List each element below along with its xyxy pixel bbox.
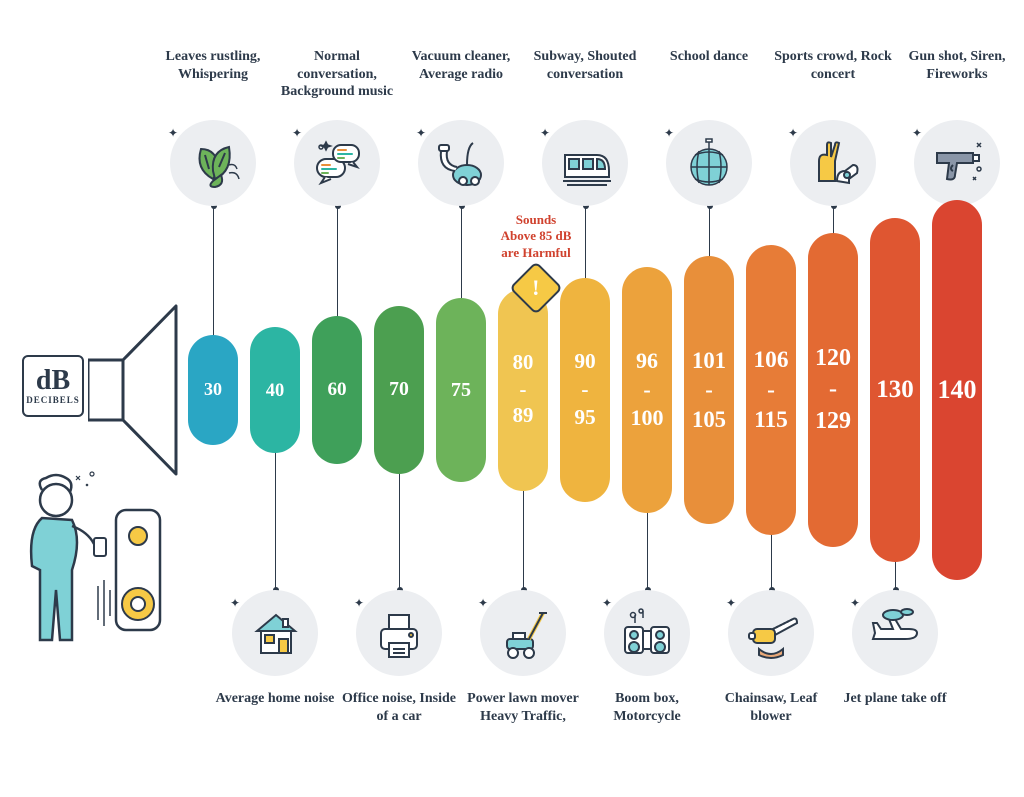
decibel-infographic: dB DECIBELS 30 Leaves rustling, Whisperin… xyxy=(0,0,1024,797)
db-value: 80-89 xyxy=(513,350,534,431)
warning-diamond-icon: ! xyxy=(509,261,563,315)
sparkle-icon: ✦ xyxy=(230,596,240,611)
db-value: 130 xyxy=(876,374,913,406)
train-icon xyxy=(542,120,628,206)
db-small-text: DECIBELS xyxy=(26,395,80,405)
db-value: 75 xyxy=(451,377,471,403)
boombox-icon xyxy=(604,590,690,676)
db-pill-3: 70 xyxy=(374,306,424,474)
sparkle-icon: ✦ xyxy=(602,596,612,611)
connector xyxy=(461,206,462,306)
connector xyxy=(647,505,648,590)
source-label: Chainsaw, Leaf blower xyxy=(711,690,831,725)
source-label: Jet plane take off xyxy=(835,690,955,708)
db-pill-10: 120-129 xyxy=(808,233,858,547)
sparkle-icon: ✦ xyxy=(292,126,302,141)
sparkle-icon: ✦ xyxy=(540,126,550,141)
warning-line2: Above 85 dB xyxy=(476,228,596,244)
connector xyxy=(213,206,214,343)
printer-icon xyxy=(356,590,442,676)
sparkle-icon: ✦ xyxy=(788,126,798,141)
db-pill-6: 90-95 xyxy=(560,278,610,502)
plane-icon xyxy=(852,590,938,676)
source-label: Vacuum cleaner, Average radio xyxy=(397,48,525,83)
gun-icon xyxy=(914,120,1000,206)
db-value: 140 xyxy=(938,373,977,407)
db-pill-7: 96-100 xyxy=(622,267,672,513)
db-value: 60 xyxy=(327,378,346,403)
vacuum-icon xyxy=(418,120,504,206)
db-value: 90-95 xyxy=(574,348,595,431)
harmful-warning: Sounds Above 85 dB are Harmful ! xyxy=(476,212,596,307)
chainsaw-icon xyxy=(728,590,814,676)
db-pill-5: 80-89 xyxy=(498,289,548,491)
decibel-bars-row: 30Leaves rustling, Whispering✦40Average … xyxy=(188,0,1008,797)
disco-icon xyxy=(666,120,752,206)
sparkle-icon: ✦ xyxy=(416,126,426,141)
source-label: Subway, Shouted conversation xyxy=(521,48,649,83)
connector xyxy=(771,527,772,590)
db-value: 40 xyxy=(266,378,284,402)
warning-line1: Sounds xyxy=(476,212,596,228)
person-speaker-illustration xyxy=(16,470,166,650)
source-label: Office noise, Inside of a car xyxy=(339,690,459,725)
sparkle-icon: ✦ xyxy=(912,126,922,141)
connector xyxy=(275,445,276,590)
db-pill-9: 106-115 xyxy=(746,245,796,535)
source-label: Gun shot, Siren, Fireworks xyxy=(893,48,1021,83)
sparkle-icon: ✦ xyxy=(664,126,674,141)
source-label: Average home noise xyxy=(215,690,335,708)
source-label: Boom box, Motorcycle xyxy=(587,690,707,725)
source-label: Sports crowd, Rock concert xyxy=(769,48,897,83)
sparkle-icon: ✦ xyxy=(478,596,488,611)
db-pill-4: 75 xyxy=(436,298,486,482)
source-label: Normal conversation, Background music xyxy=(273,48,401,101)
source-label: School dance xyxy=(645,48,773,66)
source-label: Power lawn mover Heavy Traffic, xyxy=(463,690,583,725)
db-value: 70 xyxy=(389,377,409,403)
db-pill-11: 130 xyxy=(870,218,920,562)
db-value: 106-115 xyxy=(754,345,789,436)
house-icon xyxy=(232,590,318,676)
sparkle-icon: ✦ xyxy=(354,596,364,611)
db-pill-1: 40 xyxy=(250,327,300,453)
source-label: Leaves rustling, Whispering xyxy=(149,48,277,83)
db-value: 101-105 xyxy=(692,346,726,434)
mower-icon xyxy=(480,590,566,676)
db-value: 96-100 xyxy=(630,347,663,433)
crowd-icon xyxy=(790,120,876,206)
connector xyxy=(523,483,524,590)
db-pill-8: 101-105 xyxy=(684,256,734,524)
db-pill-12: 140 xyxy=(932,200,982,580)
sparkle-icon: ✦ xyxy=(168,126,178,141)
db-value: 30 xyxy=(204,378,222,401)
db-big-text: dB xyxy=(36,367,70,395)
sparkle-icon: ✦ xyxy=(726,596,736,611)
connector xyxy=(399,466,400,590)
db-pill-2: 60 xyxy=(312,316,362,464)
speaker-icon xyxy=(88,300,178,480)
db-pill-0: 30 xyxy=(188,335,238,445)
db-value: 120-129 xyxy=(815,343,851,437)
chat-icon xyxy=(294,120,380,206)
db-unit-block: dB DECIBELS xyxy=(22,355,84,417)
warning-line3: are Harmful xyxy=(476,245,596,261)
connector xyxy=(337,206,338,324)
sparkle-icon: ✦ xyxy=(850,596,860,611)
leaf-icon xyxy=(170,120,256,206)
